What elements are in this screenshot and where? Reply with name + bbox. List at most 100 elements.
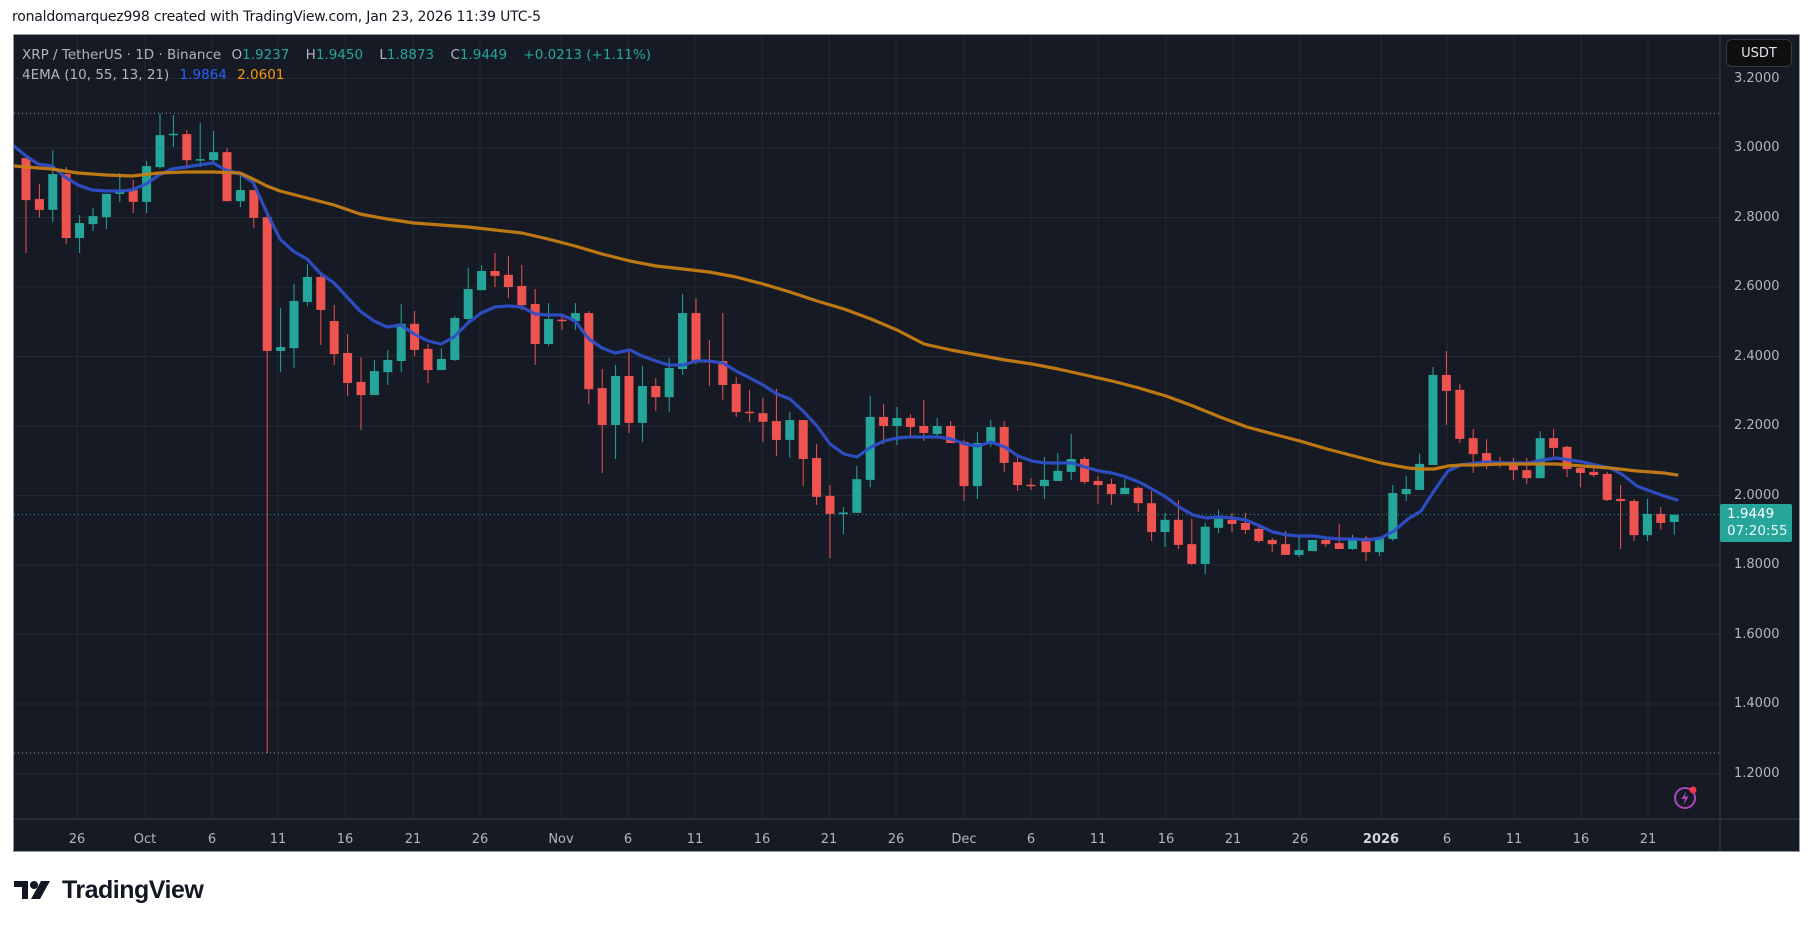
candle[interactable] xyxy=(222,148,232,202)
candle[interactable] xyxy=(852,465,862,513)
candle[interactable] xyxy=(1227,512,1237,532)
candle[interactable] xyxy=(1348,534,1358,551)
candle[interactable] xyxy=(1602,471,1612,502)
candle[interactable] xyxy=(1401,476,1411,502)
candle[interactable] xyxy=(758,397,768,442)
candle[interactable] xyxy=(932,418,942,438)
candle[interactable] xyxy=(343,333,353,397)
candle[interactable] xyxy=(1200,522,1210,575)
candle[interactable] xyxy=(1093,476,1103,504)
candle[interactable] xyxy=(678,293,688,375)
price-chart[interactable] xyxy=(14,35,1800,852)
candle[interactable] xyxy=(972,431,982,499)
candle[interactable] xyxy=(557,314,567,331)
candle[interactable] xyxy=(611,364,621,460)
candle[interactable] xyxy=(771,388,781,456)
candle[interactable] xyxy=(959,439,969,502)
candle[interactable] xyxy=(195,122,205,168)
candle[interactable] xyxy=(825,485,835,559)
candle[interactable] xyxy=(597,369,607,473)
candle[interactable] xyxy=(302,264,312,307)
candle[interactable] xyxy=(182,129,192,169)
candle[interactable] xyxy=(1066,433,1076,480)
candle[interactable] xyxy=(879,404,889,445)
candle[interactable] xyxy=(1013,455,1023,491)
candle[interactable] xyxy=(1642,498,1652,542)
candle[interactable] xyxy=(1334,523,1344,550)
candle[interactable] xyxy=(142,160,152,213)
candle[interactable] xyxy=(517,265,527,310)
candle[interactable] xyxy=(423,343,433,383)
candle[interactable] xyxy=(436,348,446,371)
candle[interactable] xyxy=(1669,514,1679,535)
symbol-title[interactable]: XRP / TetherUS · 1D · Binance xyxy=(22,47,222,63)
candle[interactable] xyxy=(356,357,366,431)
candle[interactable] xyxy=(168,114,178,147)
chart-frame[interactable]: XRP / TetherUS · 1D · Binance O1.9237 H1… xyxy=(13,34,1800,852)
candle[interactable] xyxy=(1026,478,1036,490)
candle[interactable] xyxy=(1455,383,1465,444)
candle[interactable] xyxy=(785,412,795,458)
currency-button[interactable]: USDT xyxy=(1726,39,1792,67)
candle[interactable] xyxy=(1629,498,1639,542)
candle[interactable] xyxy=(477,265,487,291)
candle[interactable] xyxy=(691,298,701,365)
candle[interactable] xyxy=(155,113,165,169)
candle[interactable] xyxy=(34,184,44,218)
candle[interactable] xyxy=(276,307,286,373)
candle[interactable] xyxy=(1240,512,1250,535)
candle[interactable] xyxy=(1441,350,1451,425)
candle[interactable] xyxy=(329,305,339,365)
candle[interactable] xyxy=(101,193,111,229)
candle[interactable] xyxy=(1508,457,1518,480)
candle[interactable] xyxy=(249,190,259,228)
candle[interactable] xyxy=(1147,490,1157,542)
candle[interactable] xyxy=(584,310,594,405)
candle[interactable] xyxy=(48,150,58,223)
candle[interactable] xyxy=(209,130,219,164)
candle[interactable] xyxy=(530,289,540,365)
candle[interactable] xyxy=(1106,478,1116,505)
candle[interactable] xyxy=(1294,535,1304,558)
candle[interactable] xyxy=(1428,366,1438,465)
candle[interactable] xyxy=(262,214,272,753)
candle[interactable] xyxy=(1307,539,1317,552)
candle[interactable] xyxy=(1214,509,1224,534)
candle[interactable] xyxy=(1415,453,1425,490)
candle[interactable] xyxy=(1053,453,1063,481)
candle[interactable] xyxy=(731,377,741,417)
candle[interactable] xyxy=(1120,478,1130,495)
candle[interactable] xyxy=(1656,506,1666,530)
alert-bolt-icon[interactable] xyxy=(1673,784,1699,810)
candle[interactable] xyxy=(1589,467,1599,478)
candle[interactable] xyxy=(61,167,71,244)
candle[interactable] xyxy=(1133,486,1143,512)
candle[interactable] xyxy=(838,506,848,535)
candle[interactable] xyxy=(919,399,929,441)
candle[interactable] xyxy=(1374,536,1384,556)
candle[interactable] xyxy=(369,359,379,396)
candle[interactable] xyxy=(651,378,661,412)
candle[interactable] xyxy=(1160,512,1170,547)
candle[interactable] xyxy=(637,365,647,442)
candle[interactable] xyxy=(865,396,875,488)
candle[interactable] xyxy=(75,215,85,253)
candle[interactable] xyxy=(664,357,674,413)
candle[interactable] xyxy=(798,420,808,487)
candle[interactable] xyxy=(450,315,460,362)
candle[interactable] xyxy=(544,302,554,347)
candle[interactable] xyxy=(1616,485,1626,550)
candle[interactable] xyxy=(316,272,326,346)
candle[interactable] xyxy=(235,174,245,208)
candle[interactable] xyxy=(905,414,915,437)
candle[interactable] xyxy=(490,252,500,287)
candle[interactable] xyxy=(1575,467,1585,488)
candle[interactable] xyxy=(1080,456,1090,485)
indicator-title[interactable]: 4EMA (10, 55, 13, 21) xyxy=(22,67,170,83)
candle[interactable] xyxy=(1267,537,1277,553)
candle[interactable] xyxy=(128,179,138,213)
candle[interactable] xyxy=(745,389,755,422)
candle[interactable] xyxy=(624,350,634,433)
candle[interactable] xyxy=(396,304,406,373)
candle[interactable] xyxy=(1549,429,1559,457)
